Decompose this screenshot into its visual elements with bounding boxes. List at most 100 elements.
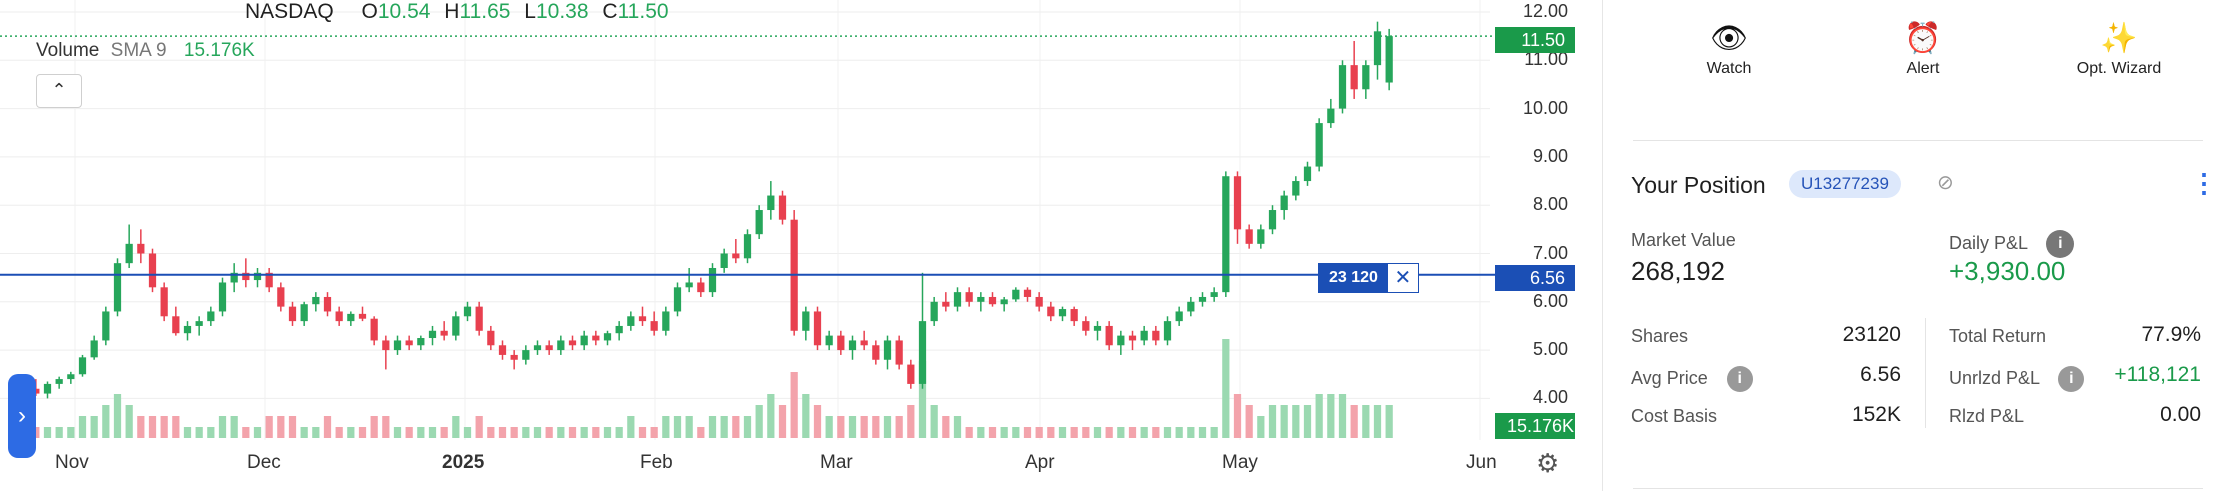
info-icon[interactable]: i bbox=[2058, 366, 2085, 392]
volume-bar bbox=[708, 416, 717, 438]
volume-bar bbox=[137, 416, 145, 438]
candle-body bbox=[895, 340, 903, 365]
candle-body bbox=[918, 321, 927, 384]
candle-body bbox=[300, 304, 308, 322]
volume-value: 15.176K bbox=[183, 40, 255, 61]
total-return-label: Total Return bbox=[1949, 326, 2047, 346]
volume-bar bbox=[942, 416, 950, 438]
chevron-right-icon: › bbox=[18, 402, 26, 429]
volume-bar bbox=[790, 372, 798, 438]
volume-bar bbox=[988, 427, 997, 438]
alert-label: Alert bbox=[1906, 60, 1940, 77]
candle-body bbox=[1338, 65, 1347, 109]
candle-body bbox=[673, 287, 682, 312]
candle-body bbox=[627, 316, 635, 326]
price-tick-label: 11.00 bbox=[1524, 49, 1568, 70]
chart-grid bbox=[0, 0, 1490, 440]
volume-bar bbox=[1035, 427, 1043, 438]
volume-bar bbox=[638, 427, 647, 438]
account-badge[interactable]: U13277239 bbox=[1789, 170, 1901, 198]
expand-sidebar-tab[interactable]: › bbox=[8, 374, 36, 458]
volume-bar bbox=[1000, 427, 1008, 438]
volume-bar bbox=[323, 416, 332, 438]
candle-body bbox=[953, 292, 962, 307]
volume-bar bbox=[288, 416, 297, 438]
candle-body bbox=[720, 253, 728, 268]
volume-bar bbox=[755, 405, 763, 438]
volume-bar bbox=[627, 416, 635, 438]
daily-pl-label-wrap: Daily P&L i bbox=[1949, 230, 2075, 258]
volume-bar bbox=[883, 416, 892, 438]
candle-body bbox=[685, 282, 693, 288]
volume-bar bbox=[732, 416, 740, 438]
time-tick-label: May bbox=[1222, 452, 1258, 473]
close-position-icon[interactable]: ✕ bbox=[1387, 264, 1418, 292]
candle-body bbox=[1350, 65, 1358, 90]
volume-bar bbox=[813, 405, 822, 438]
candle-body bbox=[475, 306, 483, 331]
divider bbox=[1633, 140, 2203, 141]
volume-bar bbox=[300, 427, 308, 438]
candle-body bbox=[207, 311, 215, 322]
candle-body bbox=[498, 345, 507, 355]
avg-price-value: 6.56 bbox=[1860, 363, 1901, 386]
candle-body bbox=[358, 313, 367, 319]
candle-body bbox=[615, 325, 623, 334]
volume-bar bbox=[382, 416, 390, 438]
price-tick-label: 8.00 bbox=[1532, 194, 1568, 215]
candle-body bbox=[43, 383, 52, 394]
candle-body bbox=[102, 311, 110, 341]
candle-body bbox=[965, 292, 973, 302]
volume-bar bbox=[568, 427, 577, 438]
volume-bar bbox=[1140, 427, 1148, 438]
volume-bar bbox=[778, 405, 787, 438]
candle-body bbox=[242, 272, 250, 281]
candle-body bbox=[662, 311, 670, 331]
info-icon[interactable]: i bbox=[1726, 366, 1753, 392]
time-tick-label: Nov bbox=[55, 452, 89, 473]
unrlzd-label: Unrlzd P&L bbox=[1949, 367, 2040, 388]
price-chart[interactable] bbox=[0, 0, 1600, 491]
candle-body bbox=[1058, 309, 1067, 317]
rlzd-label: Rlzd P&L bbox=[1949, 406, 2025, 426]
volume-bar bbox=[895, 416, 903, 438]
time-tick-label: Jun bbox=[1466, 452, 1497, 473]
more-menu-icon[interactable]: ⋮ bbox=[2191, 168, 2217, 198]
volume-bar bbox=[55, 427, 63, 438]
candle-body bbox=[1385, 36, 1393, 83]
alert-button[interactable]: ⏰ Alert bbox=[1853, 22, 1993, 78]
candle-body bbox=[825, 335, 833, 346]
candle-body bbox=[697, 282, 705, 293]
info-icon[interactable]: i bbox=[2046, 230, 2075, 258]
candle-body bbox=[533, 345, 542, 351]
option-wizard-button[interactable]: ✨ Opt. Wizard bbox=[2049, 22, 2189, 78]
volume-bar bbox=[277, 416, 285, 438]
collapse-legend-button[interactable]: ⌃ bbox=[36, 74, 82, 108]
volume-bar bbox=[592, 427, 600, 438]
volume-bar bbox=[183, 427, 192, 438]
candles bbox=[32, 21, 1393, 399]
candle-body bbox=[837, 335, 845, 351]
candle-body bbox=[942, 301, 950, 307]
volume-bar bbox=[1373, 405, 1382, 438]
candle-body bbox=[907, 364, 915, 384]
volume-bar bbox=[218, 416, 227, 438]
candle-body bbox=[592, 335, 600, 341]
position-line-chip[interactable]: 23 120 ✕ bbox=[1318, 263, 1419, 293]
volume-bar bbox=[1292, 405, 1300, 438]
volume-bar bbox=[557, 427, 565, 438]
high-key: H bbox=[444, 0, 460, 23]
candle-body bbox=[883, 340, 892, 360]
candle-body bbox=[183, 325, 192, 334]
eye-off-icon[interactable]: ⊘ bbox=[1937, 172, 1954, 194]
watch-button[interactable]: 👁 Watch bbox=[1659, 22, 1799, 78]
candle-body bbox=[67, 374, 75, 380]
chart-settings-icon[interactable]: ⚙ bbox=[1536, 448, 1560, 478]
chart-panel[interactable]: NASDAQ O10.54 H11.65 L10.38 C11.50 Volum… bbox=[0, 0, 1600, 491]
candle-body bbox=[545, 345, 553, 351]
candle-body bbox=[137, 243, 145, 254]
volume-bar bbox=[463, 427, 472, 438]
market-value: 268,192 bbox=[1631, 256, 1725, 286]
candle-body bbox=[872, 345, 880, 360]
volume-label: Volume bbox=[36, 40, 100, 61]
